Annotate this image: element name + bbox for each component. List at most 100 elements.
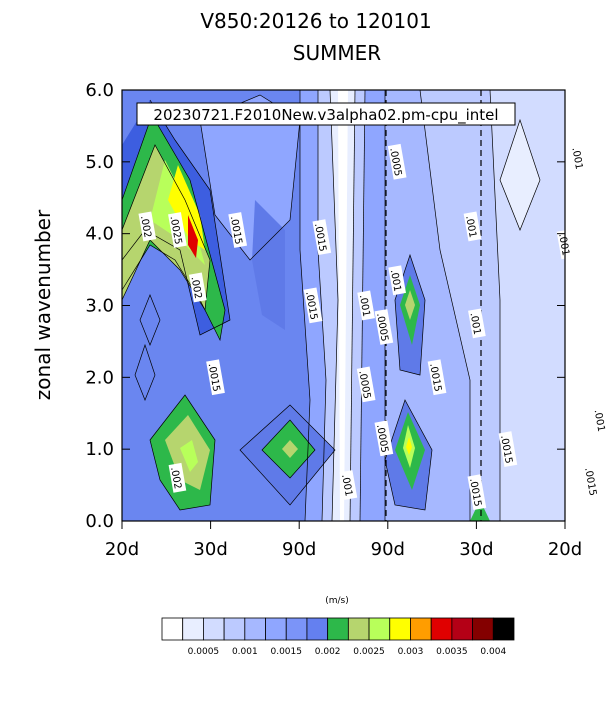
colorbar-tick-label: 0.0015 bbox=[270, 647, 302, 657]
contour-label-text: .001 bbox=[339, 473, 354, 497]
contour-label: .0015 bbox=[303, 287, 323, 324]
x-tick-label: 20d bbox=[548, 539, 582, 560]
contour-line bbox=[122, 114, 226, 342]
x-axis: 20d 30d 90d 90d 30d 20d bbox=[105, 521, 582, 560]
contour-label: .0015 bbox=[427, 359, 447, 396]
contour-line bbox=[329, 90, 339, 521]
contour-label: .0015 bbox=[467, 474, 487, 511]
contour-label-text: .001 bbox=[556, 233, 571, 257]
contour-label-text: .0005 bbox=[374, 312, 390, 342]
contour-label: .002 bbox=[168, 462, 187, 493]
contour-line bbox=[122, 144, 211, 312]
chart-title: V850:20126 to 120101 bbox=[200, 9, 431, 33]
colorbar-swatch bbox=[389, 617, 411, 641]
contour-label: .001 bbox=[592, 405, 607, 436]
contour-label-text: .002 bbox=[168, 466, 183, 490]
field-center-4 bbox=[338, 90, 348, 521]
y-tick-label: 1.0 bbox=[85, 439, 114, 460]
contour-label: .002 bbox=[188, 272, 207, 303]
contour-line bbox=[199, 94, 301, 261]
colorbar-swatch bbox=[327, 617, 349, 641]
field-mid-1 bbox=[200, 95, 300, 260]
contour-label-bg bbox=[427, 359, 447, 396]
contour-label-text: .0025 bbox=[168, 215, 184, 245]
contour-label-text: .001 bbox=[592, 409, 607, 433]
field-sw-3 bbox=[180, 440, 198, 472]
contour-label: .002 bbox=[138, 211, 157, 242]
colorbar-swatch bbox=[451, 617, 473, 641]
x-tick-label: 30d bbox=[459, 539, 493, 560]
field-mid-bottom-3 bbox=[282, 440, 298, 458]
contour-field bbox=[122, 90, 565, 521]
contour-label: .001 bbox=[339, 470, 358, 500]
contour-label: .001 bbox=[388, 265, 406, 296]
x-tick-label: 20d bbox=[105, 539, 139, 560]
contour-label-text: .0015 bbox=[228, 215, 244, 245]
contour-line bbox=[394, 253, 426, 376]
y-tick-label: 0.0 bbox=[85, 511, 114, 532]
contour-line bbox=[299, 90, 311, 521]
contour-line bbox=[239, 404, 336, 506]
colorbar-swatch bbox=[182, 617, 204, 641]
contour-label-bg bbox=[498, 431, 518, 467]
colorbar-swatch bbox=[306, 617, 329, 641]
colorbar-swatch bbox=[203, 617, 225, 641]
contour-label-text: .001 bbox=[388, 269, 403, 293]
contour-line bbox=[384, 399, 433, 511]
y-tick-label: 3.0 bbox=[85, 296, 114, 317]
contour-line bbox=[419, 90, 471, 521]
field-west-max bbox=[188, 215, 198, 258]
x-tick-label: 90d bbox=[282, 539, 316, 560]
contour-label-bg bbox=[188, 272, 207, 303]
field-east-high-3 bbox=[405, 290, 415, 320]
contour-label-text: .0015 bbox=[467, 477, 483, 507]
contour-label: .0005 bbox=[374, 420, 394, 457]
field-mid-2 bbox=[252, 200, 285, 330]
field-east-high-8 bbox=[470, 500, 490, 521]
contour-label-bg bbox=[168, 212, 187, 248]
contour-label-text: .0005 bbox=[356, 370, 372, 400]
colorbar-swatch bbox=[161, 617, 184, 641]
contour-label-text: .001 bbox=[468, 312, 483, 336]
contour-label-text: .0015 bbox=[312, 222, 328, 252]
colorbar-tick-label: 0.003 bbox=[398, 647, 424, 657]
contour-labels: .002.0025.002.0015.0015.0015.001.001.000… bbox=[138, 143, 607, 511]
annotation-box bbox=[136, 102, 516, 126]
contour-label-bg bbox=[228, 212, 248, 248]
colorbar-swatch bbox=[347, 617, 370, 641]
colorbar-swatch bbox=[492, 617, 515, 641]
contour-label: .0015 bbox=[498, 431, 518, 467]
colorbar-swatch bbox=[368, 617, 391, 641]
contour-label-text: .002 bbox=[188, 276, 203, 300]
contour-label-bg bbox=[592, 405, 607, 436]
x-tick-label: 90d bbox=[371, 539, 405, 560]
y-axis-label: zonal wavenumber bbox=[31, 209, 55, 400]
colorbar-swatch bbox=[285, 617, 308, 641]
colorbar: 0.0005 0.001 0.0015 0.002 0.0025 0.003 0.0035 0… bbox=[161, 617, 515, 657]
colorbar-swatch bbox=[472, 617, 494, 641]
contour-label: .001 bbox=[569, 143, 588, 174]
contour-label: .0015 bbox=[312, 219, 332, 256]
contour-label-bg bbox=[312, 219, 332, 256]
contour-label-bg bbox=[468, 308, 486, 339]
contour-label: .001 bbox=[357, 290, 375, 321]
contour-label-bg bbox=[357, 290, 375, 321]
contour-line bbox=[499, 118, 541, 231]
contour-label-bg bbox=[356, 366, 376, 403]
contour-label-text: .0015 bbox=[206, 363, 222, 393]
colorbar-tick-label: 0.0035 bbox=[436, 647, 468, 657]
contour-line bbox=[349, 90, 356, 521]
contour-label-bg bbox=[303, 287, 323, 324]
contour-line bbox=[149, 394, 216, 511]
colorbar-swatch bbox=[244, 617, 266, 641]
contour-line bbox=[261, 419, 316, 479]
contour-line bbox=[134, 343, 156, 401]
contour-label-text: .0005 bbox=[374, 424, 390, 454]
colorbar-swatch bbox=[410, 617, 432, 641]
field-east-high-7 bbox=[406, 437, 412, 455]
contour-label: .001 bbox=[468, 308, 486, 339]
contour-label: .001 bbox=[463, 211, 482, 242]
field-east-min bbox=[500, 120, 540, 230]
contour-label: .0015 bbox=[206, 359, 225, 396]
